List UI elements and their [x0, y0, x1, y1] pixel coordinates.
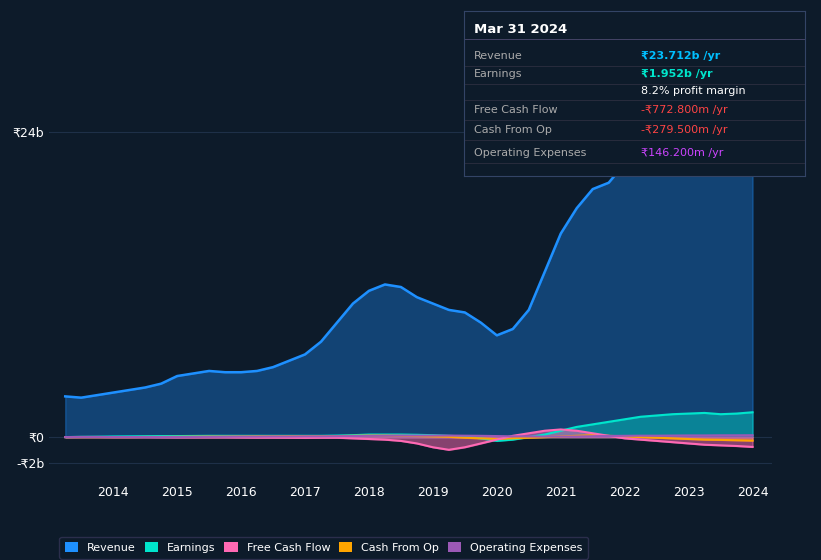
Text: Revenue: Revenue — [474, 51, 523, 61]
Text: Free Cash Flow: Free Cash Flow — [474, 105, 557, 115]
Text: 8.2% profit margin: 8.2% profit margin — [641, 86, 745, 96]
Legend: Revenue, Earnings, Free Cash Flow, Cash From Op, Operating Expenses: Revenue, Earnings, Free Cash Flow, Cash … — [59, 536, 589, 558]
Text: ₹146.200m /yr: ₹146.200m /yr — [641, 148, 723, 158]
Text: -₹772.800m /yr: -₹772.800m /yr — [641, 105, 727, 115]
Text: ₹1.952b /yr: ₹1.952b /yr — [641, 69, 713, 79]
Text: Earnings: Earnings — [474, 69, 523, 79]
Text: -₹279.500m /yr: -₹279.500m /yr — [641, 125, 727, 135]
Text: ₹23.712b /yr: ₹23.712b /yr — [641, 51, 720, 61]
Text: Mar 31 2024: Mar 31 2024 — [474, 23, 567, 36]
Text: Operating Expenses: Operating Expenses — [474, 148, 586, 158]
Text: Cash From Op: Cash From Op — [474, 125, 552, 135]
